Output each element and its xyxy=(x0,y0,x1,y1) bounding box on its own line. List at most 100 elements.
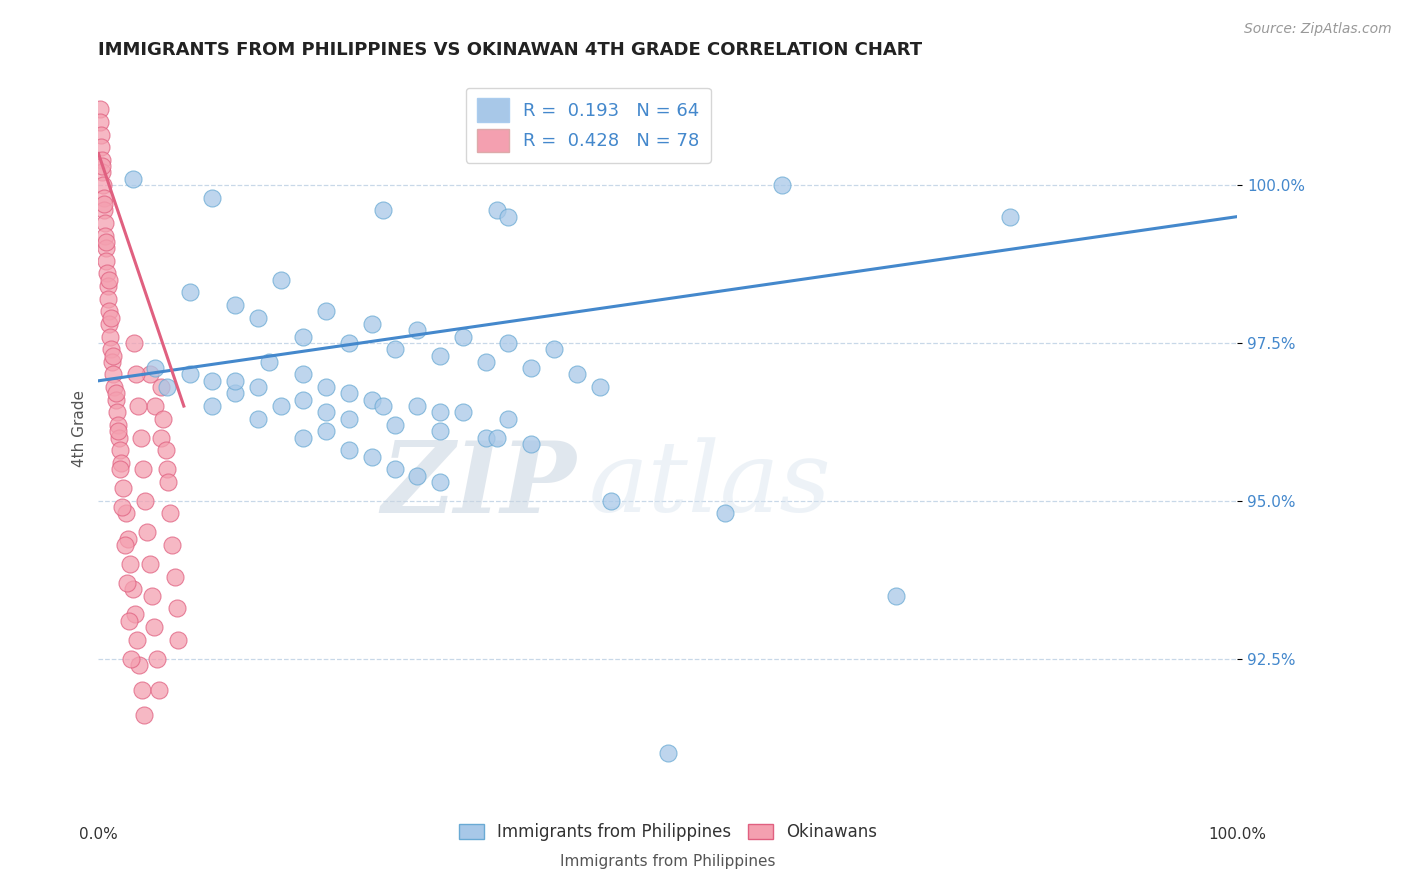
Point xyxy=(128,657,150,672)
Text: 0.0%: 0.0% xyxy=(79,827,118,842)
Point xyxy=(315,304,337,318)
Point xyxy=(121,171,143,186)
Point xyxy=(406,468,429,483)
Point xyxy=(315,425,337,439)
Point xyxy=(451,329,474,343)
Point xyxy=(127,632,149,647)
Point xyxy=(474,431,496,445)
Point xyxy=(114,538,136,552)
Point xyxy=(91,178,114,192)
Point xyxy=(93,216,115,230)
Point xyxy=(110,456,132,470)
Point xyxy=(337,411,360,425)
Point xyxy=(108,431,131,445)
Point xyxy=(100,310,122,325)
Point xyxy=(97,292,120,306)
Point xyxy=(138,557,160,571)
Point xyxy=(93,197,115,211)
Point xyxy=(292,392,315,407)
Point xyxy=(406,399,429,413)
Point xyxy=(105,405,128,419)
Point xyxy=(384,417,406,432)
Point xyxy=(246,310,269,325)
Point xyxy=(96,235,118,249)
Point xyxy=(90,140,112,154)
Point xyxy=(127,399,149,413)
Point xyxy=(246,411,269,425)
Text: Immigrants from Philippines: Immigrants from Philippines xyxy=(560,855,776,870)
Point xyxy=(270,399,292,413)
Point xyxy=(132,462,155,476)
Point xyxy=(136,525,159,540)
Point xyxy=(90,128,112,142)
Point xyxy=(131,683,153,698)
Point xyxy=(167,632,190,647)
Point xyxy=(150,431,173,445)
Point xyxy=(429,349,451,363)
Point xyxy=(121,582,143,597)
Point xyxy=(96,253,118,268)
Point xyxy=(132,708,155,723)
Point xyxy=(96,279,118,293)
Point xyxy=(156,475,179,489)
Point xyxy=(100,343,122,357)
Point xyxy=(292,368,315,382)
Point xyxy=(141,589,163,603)
Point xyxy=(152,411,174,425)
Legend: R =  0.193   N = 64, R =  0.428   N = 78: R = 0.193 N = 64, R = 0.428 N = 78 xyxy=(465,87,710,163)
Point xyxy=(714,507,737,521)
Point xyxy=(104,386,127,401)
Point xyxy=(98,329,121,343)
Point xyxy=(118,614,141,628)
Point xyxy=(498,335,520,350)
Point xyxy=(150,380,173,394)
Point xyxy=(360,392,382,407)
Point xyxy=(337,443,360,458)
Point xyxy=(162,538,184,552)
Point xyxy=(93,203,115,218)
Point xyxy=(270,273,292,287)
Text: atlas: atlas xyxy=(588,438,831,533)
Point xyxy=(406,323,429,337)
Point xyxy=(520,437,543,451)
Point xyxy=(486,431,509,445)
Point xyxy=(429,425,451,439)
Point xyxy=(201,191,224,205)
Point xyxy=(145,361,167,376)
Point xyxy=(129,431,152,445)
Point xyxy=(998,210,1021,224)
Point xyxy=(292,431,315,445)
Point xyxy=(498,411,520,425)
Point xyxy=(101,355,124,369)
Point xyxy=(371,203,394,218)
Point xyxy=(97,304,120,318)
Point xyxy=(145,399,167,413)
Point xyxy=(520,361,543,376)
Point xyxy=(134,493,156,508)
Point xyxy=(884,589,907,603)
Point xyxy=(224,374,246,388)
Point xyxy=(384,343,406,357)
Point xyxy=(143,620,166,634)
Point xyxy=(156,380,179,394)
Point xyxy=(122,335,145,350)
Point xyxy=(120,557,142,571)
Point xyxy=(224,298,246,312)
Point xyxy=(159,507,181,521)
Point xyxy=(543,343,565,357)
Point xyxy=(224,386,246,401)
Point xyxy=(96,267,118,281)
Point xyxy=(498,210,520,224)
Point xyxy=(104,392,127,407)
Text: Source: ZipAtlas.com: Source: ZipAtlas.com xyxy=(1244,22,1392,37)
Point xyxy=(201,399,224,413)
Point xyxy=(103,380,125,394)
Text: 100.0%: 100.0% xyxy=(1208,827,1267,842)
Text: ZIP: ZIP xyxy=(382,437,576,533)
Point xyxy=(163,569,186,583)
Point xyxy=(124,607,146,622)
Point xyxy=(259,355,281,369)
Point xyxy=(108,462,131,476)
Point xyxy=(111,500,134,514)
Point xyxy=(486,203,509,218)
